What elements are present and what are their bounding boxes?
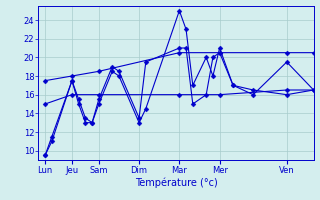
X-axis label: Température (°c): Température (°c): [135, 177, 217, 188]
